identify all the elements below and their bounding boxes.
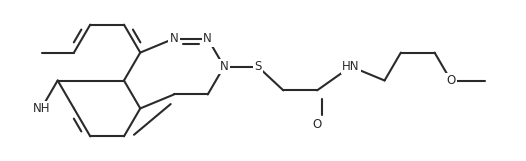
Text: O: O [446, 74, 456, 87]
Text: N: N [220, 60, 228, 73]
Text: NH: NH [33, 102, 50, 115]
Text: N: N [169, 32, 178, 45]
Text: N: N [204, 32, 212, 45]
Text: S: S [254, 60, 261, 73]
Text: O: O [312, 118, 322, 131]
Text: HN: HN [342, 60, 360, 73]
